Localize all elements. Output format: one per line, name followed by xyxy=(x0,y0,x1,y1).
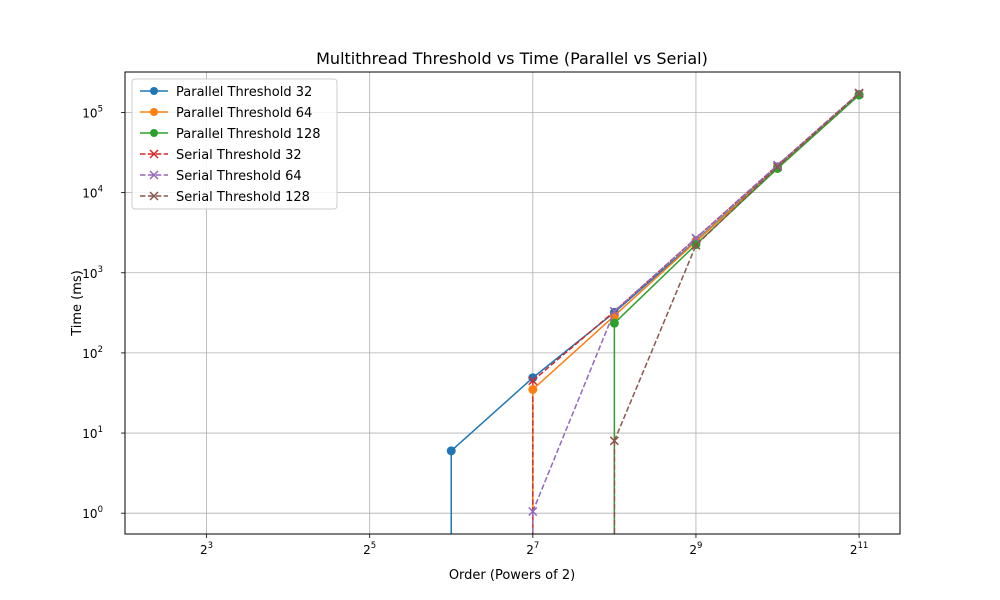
data-point xyxy=(772,160,783,170)
y-tick-label: 104 xyxy=(82,185,103,201)
data-point xyxy=(446,446,456,456)
legend-box xyxy=(131,78,338,210)
legend-marker xyxy=(149,191,159,201)
data-point xyxy=(528,384,538,394)
x-axis: 23 25 27 29 211 xyxy=(200,534,868,557)
legend: Parallel Threshold 32 Parallel Threshold … xyxy=(131,78,338,210)
legend-entry: Serial Threshold 64 xyxy=(140,169,302,184)
data-point-stroke xyxy=(691,240,701,250)
legend-label: Serial Threshold 64 xyxy=(176,169,302,184)
chart-title: Multithread Threshold vs Time (Parallel … xyxy=(316,49,708,68)
data-point xyxy=(528,506,538,517)
legend-entry: Parallel Threshold 128 xyxy=(140,127,321,142)
x-axis-label: Order (Powers of 2) xyxy=(449,568,575,583)
x-tick-label: 27 xyxy=(526,541,539,557)
legend-entry: Parallel Threshold 32 xyxy=(140,85,312,100)
data-point-stroke xyxy=(772,162,783,172)
legend-entry: Serial Threshold 128 xyxy=(140,190,310,205)
y-tick-label: 101 xyxy=(82,425,103,441)
legend-label: Parallel Threshold 128 xyxy=(176,127,321,142)
x-tick-label: 211 xyxy=(850,541,868,557)
y-axis-label: Time (ms) xyxy=(70,270,85,337)
data-point xyxy=(691,240,701,250)
data-point-stroke xyxy=(854,89,864,99)
data-point xyxy=(854,90,864,100)
grid xyxy=(125,72,900,534)
plot-lines xyxy=(446,88,864,534)
y-tick-label: 105 xyxy=(82,104,103,120)
legend-label: Serial Threshold 128 xyxy=(176,190,310,205)
data-point-stroke xyxy=(528,506,538,517)
legend-entry: Serial Threshold 32 xyxy=(140,148,302,163)
data-point xyxy=(609,436,619,446)
y-tick-label: 102 xyxy=(82,345,103,361)
y-tick-label: 100 xyxy=(82,505,103,521)
data-point xyxy=(609,306,619,316)
series-line xyxy=(613,93,860,442)
legend-marker xyxy=(149,170,159,180)
series-line xyxy=(613,94,860,324)
y-tick-label: 103 xyxy=(82,265,103,281)
x-tick-label: 23 xyxy=(200,541,213,557)
legend-label: Serial Threshold 32 xyxy=(176,148,302,163)
data-point-stroke xyxy=(691,233,701,243)
legend-marker xyxy=(149,149,159,159)
x-tick-label: 25 xyxy=(363,541,376,557)
legend-label: Parallel Threshold 64 xyxy=(176,106,312,121)
data-point-stroke xyxy=(772,160,783,170)
legend-label: Parallel Threshold 32 xyxy=(176,85,312,100)
legend-entry: Parallel Threshold 64 xyxy=(140,106,312,121)
x-tick-label: 29 xyxy=(689,541,702,557)
data-point-stroke xyxy=(609,436,619,446)
data-point xyxy=(528,376,538,386)
plot-frame xyxy=(124,71,901,535)
data-point xyxy=(691,233,701,243)
legend-marker xyxy=(150,108,158,116)
data-point xyxy=(609,318,619,328)
data-point-stroke xyxy=(528,376,538,386)
data-point xyxy=(772,162,783,172)
legend-marker xyxy=(150,129,158,137)
data-point xyxy=(854,89,864,99)
y-axis: 100 101 102 103 104 105 xyxy=(82,104,125,521)
data-point-stroke xyxy=(609,306,619,316)
legend-marker xyxy=(150,87,158,95)
